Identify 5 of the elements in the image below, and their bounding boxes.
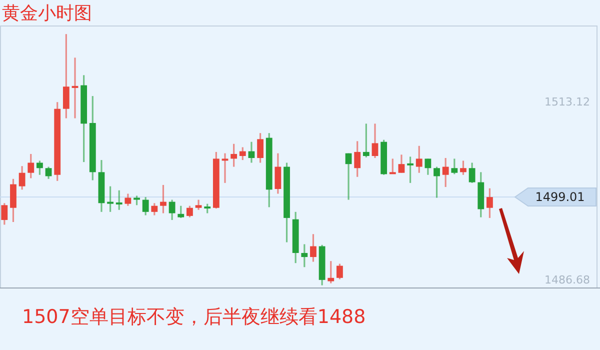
ref-line-label: 1499.01 (535, 190, 585, 204)
chart-title: 黄金小时图 (2, 3, 92, 24)
y-tick-label: 1513.12 (544, 95, 590, 108)
y-tick-label: 1486.68 (544, 274, 590, 287)
text: 1507空单目标不变，后半夜继续看1488 (22, 306, 366, 328)
